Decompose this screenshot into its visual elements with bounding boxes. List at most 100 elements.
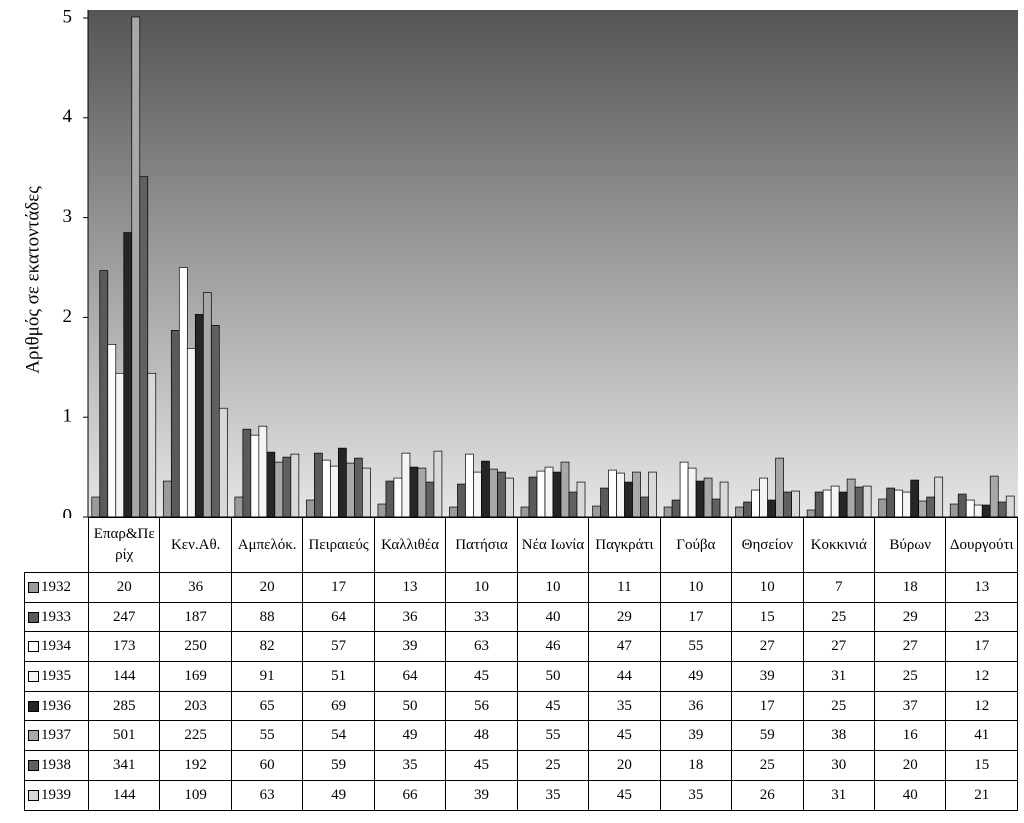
bar [202,292,212,518]
legend-cell: 1935 [24,661,89,692]
table-value: 13 [373,572,447,603]
table-value: 109 [159,779,232,811]
table-value: 59 [731,720,804,752]
bar [671,499,681,518]
bar [433,450,443,518]
table-value: 23 [945,601,1018,633]
bar [282,456,292,518]
legend-label: 1938 [41,756,71,773]
category-label: Επαρ&Περίχ [87,517,161,573]
legend-swatch [28,611,39,623]
table-value: 144 [87,779,161,811]
table-value: 25 [802,601,875,633]
bar [997,501,1007,518]
bar [131,16,141,518]
y-tick-label: 5 [63,6,73,27]
bar [250,434,260,518]
table-value: 39 [445,779,518,811]
table-value: 41 [945,720,1018,752]
table-value: 17 [945,631,1018,663]
bar [973,504,983,518]
bar [346,462,355,518]
blank-cell [24,517,89,573]
table-value: 38 [802,720,875,752]
legend-cell: 1933 [24,601,89,633]
bar [552,471,562,518]
legend-cell: 1937 [24,720,89,752]
table-value: 47 [588,631,661,663]
bar [147,372,157,518]
legend-swatch [28,730,39,742]
table-value: 7 [802,572,875,603]
table-value: 45 [588,720,661,752]
legend-cell: 1934 [24,631,89,663]
bar [981,504,991,518]
table-value: 17 [731,690,804,722]
bar [640,496,649,518]
table-value: 12 [945,661,1018,692]
table-value: 36 [159,572,232,603]
table-value: 11 [588,572,661,603]
y-tick-label: 4 [63,106,73,127]
table-value: 45 [445,661,518,692]
category-label: Θησείον [731,517,804,573]
bar [814,491,824,518]
table-value: 55 [516,720,590,752]
table-value: 40 [873,779,947,811]
bar [115,372,125,518]
category-label: Γούβα [659,517,733,573]
bar [290,453,300,518]
bar [377,503,387,518]
table-value: 40 [516,601,590,633]
table-value: 10 [659,572,733,603]
bar [178,267,188,518]
table-value: 27 [873,631,947,663]
table-value: 48 [445,720,518,752]
bar [949,503,959,518]
table-value: 31 [802,779,875,811]
bar [791,490,800,518]
table-value: 49 [659,661,733,692]
table-value: 30 [802,750,875,781]
legend-cell: 1938 [24,750,89,781]
bar [306,499,315,518]
category-label: Πειραιεύς [302,517,375,573]
bar [274,461,284,518]
bar [862,485,872,518]
table-value: 20 [873,750,947,781]
bar [854,486,864,518]
bar [910,479,920,518]
table-value: 39 [373,631,447,663]
table-value: 69 [302,690,375,722]
bar [536,470,546,518]
bar [663,506,673,518]
table-value: 35 [659,779,733,811]
table-value: 173 [87,631,161,663]
bar [99,270,109,518]
bar [481,460,490,518]
table-value: 63 [230,779,304,811]
legend-swatch [28,789,39,801]
table-value: 91 [230,661,304,692]
bar [139,176,149,518]
table-value: 27 [731,631,804,663]
table-value: 54 [302,720,375,752]
legend-label: 1934 [41,638,71,655]
table-value: 50 [516,661,590,692]
bar [322,459,331,518]
bar [425,481,435,518]
table-value: 20 [230,572,304,603]
bar [783,491,792,518]
table-value: 21 [945,779,1018,811]
bar [846,478,856,518]
bar [473,471,482,518]
table-value: 55 [230,720,304,752]
bar [218,407,228,518]
bar [934,476,944,518]
table-value: 33 [445,601,518,633]
legend-swatch [28,760,39,772]
bar [465,453,474,518]
bar [266,451,276,518]
category-label: Νέα Ιωνία [516,517,590,573]
table-value: 55 [659,631,733,663]
